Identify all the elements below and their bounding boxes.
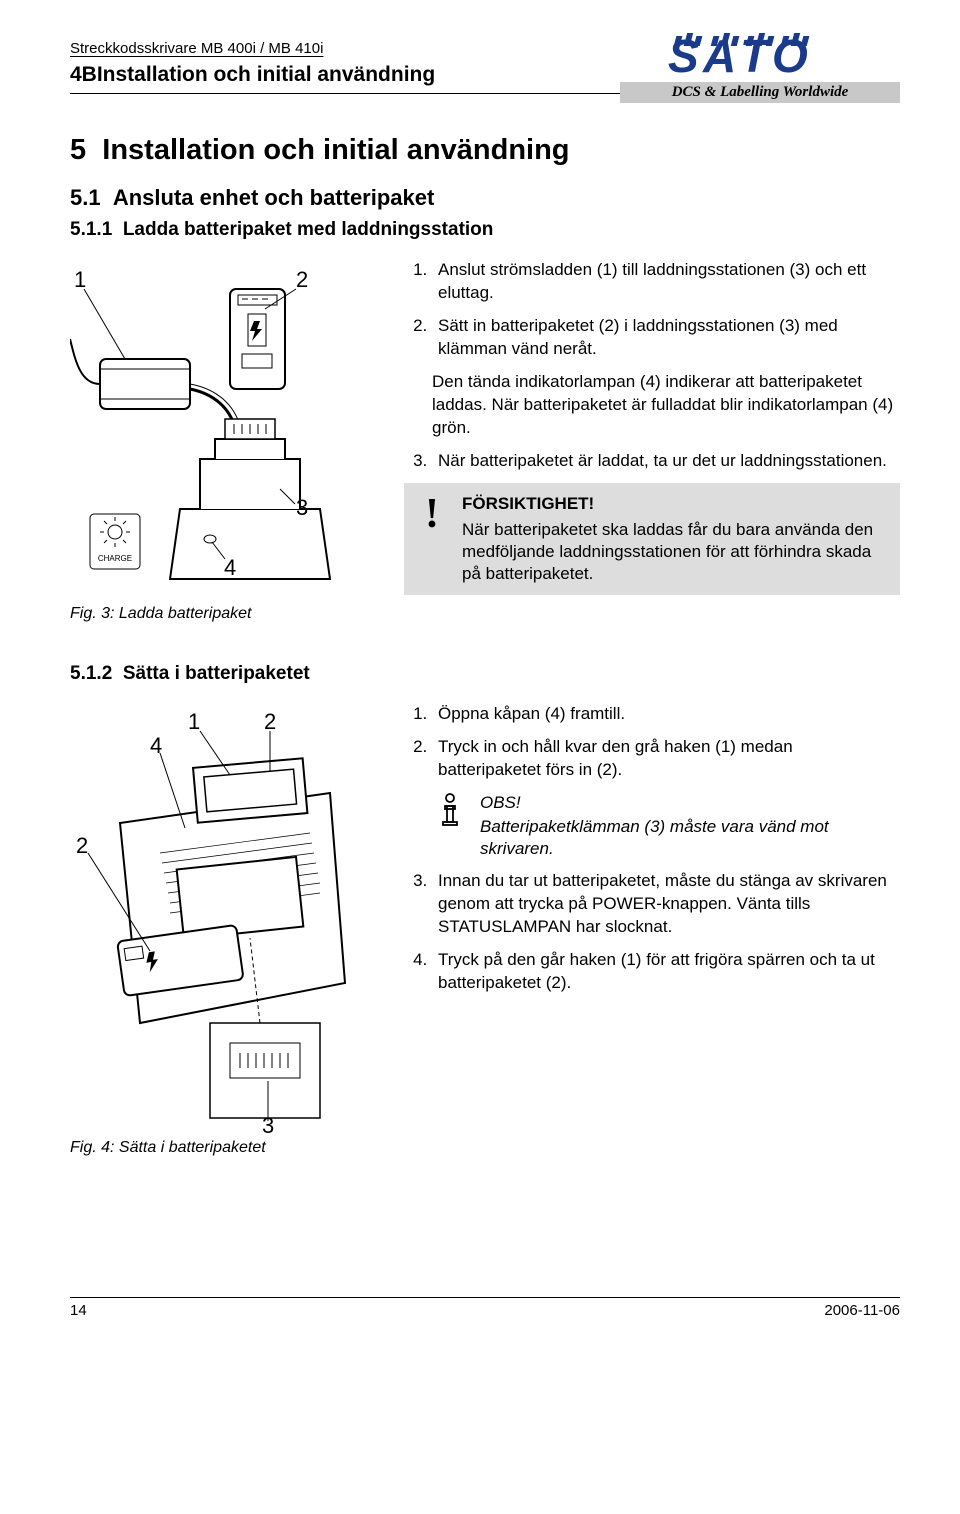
step-b1: Öppna kåpan (4) framtill. <box>432 703 900 726</box>
callout-3b: 3 <box>262 1113 274 1139</box>
chapter-title: 5 Installation och initial användning <box>70 134 900 167</box>
caution-text: När batteripaketet ska laddas får du bar… <box>462 519 886 585</box>
footer-date: 2006-11-06 <box>824 1302 900 1319</box>
note-text: Batteripaketklämman (3) måste vara vänd … <box>480 816 900 860</box>
callout-2b: 2 <box>264 709 276 735</box>
page-number: 14 <box>70 1302 87 1319</box>
section-5-1-2: 5.1.2 Sätta i batteripaketet <box>70 663 900 685</box>
indicator-paragraph: Den tända indikatorlampan (4) indikerar … <box>432 371 900 440</box>
section-5-1-1: 5.1.1 Ladda batteripaket med laddningsst… <box>70 219 900 241</box>
step-b4: Tryck på den går haken (1) för att frigö… <box>432 949 900 995</box>
svg-text:CHARGE: CHARGE <box>98 554 132 563</box>
caution-title: FÖRSIKTIGHET! <box>462 493 886 515</box>
tagline: DCS & Labelling Worldwide <box>620 82 900 103</box>
caution-icon: ! <box>418 493 446 535</box>
info-icon <box>438 792 464 828</box>
svg-text:T: T <box>740 30 772 80</box>
step-1: Anslut strömsladden (1) till laddningsst… <box>432 259 900 305</box>
callout-1: 1 <box>74 267 86 293</box>
callout-2: 2 <box>296 267 308 293</box>
figure-3-caption: Fig. 3: Ladda batteripaket <box>70 605 380 623</box>
svg-text:S: S <box>668 30 699 80</box>
section-5-1: 5.1 Ansluta enhet och batteripaket <box>70 185 900 211</box>
figure-4: 1 2 4 2 3 <box>70 703 360 1133</box>
callout-2c: 2 <box>76 833 88 859</box>
note-box: OBS! Batteripaketklämman (3) måste vara … <box>438 792 900 860</box>
svg-text:A: A <box>702 30 736 80</box>
figure-4-caption: Fig. 4: Sätta i batteripaketet <box>70 1139 380 1157</box>
svg-text:O: O <box>772 30 808 80</box>
step-2: Sätt in batteripaketet (2) i laddningsst… <box>432 315 900 361</box>
callout-4b: 4 <box>150 733 162 759</box>
logo-area: S A T O <box>620 30 900 103</box>
step-3: När batteripaketet är laddat, ta ur det … <box>432 450 900 473</box>
step-b2: Tryck in och håll kvar den grå haken (1)… <box>432 736 900 782</box>
step-b3: Innan du tar ut batteripaketet, måste du… <box>432 870 900 939</box>
sato-logo: S A T O <box>620 30 900 80</box>
callout-1b: 1 <box>188 709 200 735</box>
note-title: OBS! <box>480 792 900 814</box>
callout-3: 3 <box>296 495 308 521</box>
caution-box: ! FÖRSIKTIGHET! När batteripaketet ska l… <box>404 483 900 595</box>
figure-3: CHARGE 1 2 3 4 <box>70 259 360 599</box>
callout-4: 4 <box>224 555 236 581</box>
